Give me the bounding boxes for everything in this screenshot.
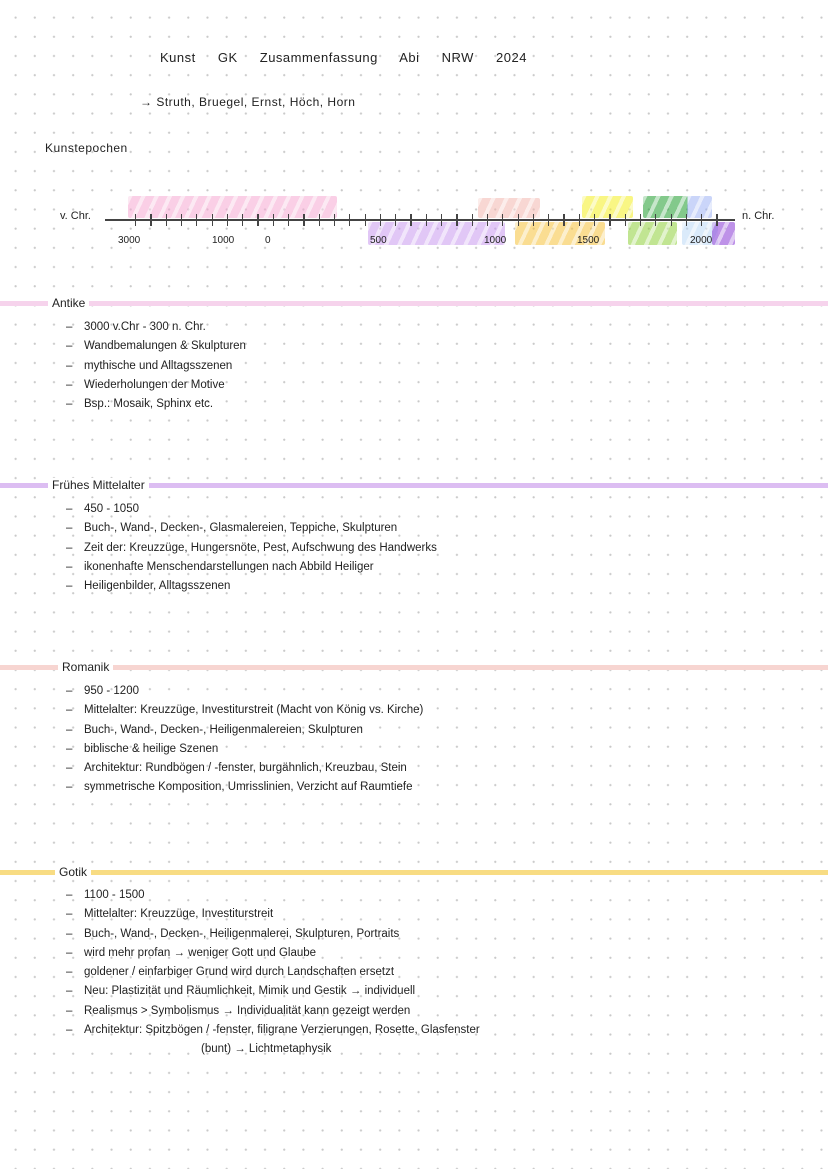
timeline-tick: [242, 214, 244, 226]
timeline-tick: [196, 214, 198, 226]
timeline-tick: [150, 214, 152, 226]
timeline-tick: [410, 214, 412, 226]
timeline-tick: [532, 214, 535, 226]
list-romanik: –950 - 1200 – Mittelalter: Kreuzzüge, Inv…: [66, 682, 423, 798]
tick-label: 1000: [212, 235, 235, 246]
list-item-continuation: (bunt) → Lichtmetaphysik: [201, 1043, 332, 1056]
list-item: – symmetrische Komposition, Umrisslinien,…: [66, 781, 413, 794]
list-item: – Architektur: Spitzbögen / -fenster, fil…: [66, 1024, 480, 1037]
tick-label: 0: [265, 235, 271, 246]
timeline-tick: [303, 214, 305, 226]
section-title-antike: Antike: [48, 296, 90, 310]
timeline-tick: [563, 214, 565, 226]
timeline-tick: [502, 214, 504, 226]
timeline-tick: [165, 214, 167, 226]
epoch-realismus: [682, 222, 718, 245]
timeline-tick: [257, 214, 259, 226]
timeline-tick: [395, 214, 397, 226]
timeline-tick: [578, 214, 580, 226]
epoch-renaissance: [582, 196, 633, 218]
section-band-antike: [0, 301, 828, 306]
list-item: – mythische und Alltagsszenen: [66, 359, 233, 372]
timeline-tick: [655, 214, 657, 226]
timeline-tick: [272, 214, 274, 226]
tick-label: 500: [370, 235, 387, 246]
list-fruehes-mittelalter: –450 - 1050 – Buch-, Wand-, Decken-, Glas…: [66, 500, 437, 596]
timeline-tick: [180, 214, 183, 226]
timeline-tick: [471, 214, 473, 226]
timeline-right-label: n. Chr.: [742, 210, 775, 222]
timeline-tick: [594, 214, 596, 226]
timeline-left-label: v. Chr.: [60, 210, 91, 222]
timeline-tick: [364, 214, 366, 226]
timeline-tick: [685, 214, 688, 226]
list-item: – Architektur: Rundbögen / -fenster, burg…: [66, 762, 407, 775]
list-item: –950 - 1200: [66, 685, 139, 697]
timeline-axis: [105, 219, 735, 221]
list-item: – Neu: Plastizität und Räumlichkeit, Mimi…: [66, 985, 416, 998]
timeline-tick: [639, 214, 642, 226]
list-item: – Mittelalter: Kreuzzüge, Investiturstrei…: [66, 704, 424, 717]
list-item: – Buch-, Wand-, Decken-, Glasmalereien, T…: [66, 522, 398, 535]
timeline-tick: [517, 214, 519, 226]
timeline-tick: [701, 214, 703, 226]
list-item: –1100 - 1500: [66, 889, 145, 901]
timeline-tick: [211, 214, 213, 226]
list-item: – Mittelalter: Kreuzzüge, Investiturstrei…: [66, 908, 274, 921]
timeline-tick: [135, 214, 137, 226]
epoch-fruehes-mittelalter: [368, 222, 505, 245]
list-item: – Wandbemalungen & Skulpturen: [66, 340, 246, 353]
tick-label: 3000: [118, 235, 141, 246]
list-item: – Buch-, Wand-, Decken-, Heiligenmalereie…: [66, 723, 363, 736]
epoch-romanik: [478, 198, 540, 218]
epoch-antike: [128, 196, 337, 218]
tick-label: 1000: [484, 235, 507, 246]
timeline-tick: [288, 214, 290, 226]
timeline-tick: [716, 214, 718, 226]
timeline-tick: [226, 214, 229, 226]
list-antike: –3000 v.Chr - 300 n. Chr. – Wandbemalunge…: [66, 318, 246, 414]
page-title: Kunst GK Zusammenfassung Abi NRW 2024: [160, 50, 527, 65]
timeline-tick: [379, 214, 382, 226]
section-band-fruehes-mittelalter: [0, 483, 828, 488]
list-item: – goldener / einfarbiger Grund wird durch…: [66, 966, 395, 979]
timeline-tick: [670, 214, 672, 226]
timeline-tick: [441, 214, 443, 226]
list-gotik: –1100 - 1500 – Mittelalter: Kreuzzüge, In…: [66, 886, 480, 1060]
timeline-tick: [624, 214, 626, 226]
list-item: – Bsp.: Mosaik, Sphinx etc.: [66, 398, 214, 411]
tick-label: 1500: [577, 235, 600, 246]
epoch-romantik: [687, 196, 712, 218]
tick-label: 2000: [690, 235, 713, 246]
section-title-romanik: Romanik: [58, 660, 114, 674]
epoch-barock: [643, 196, 688, 218]
epoch-gotik: [515, 222, 605, 245]
section-band-gotik: [0, 870, 828, 875]
timeline-tick: [425, 214, 427, 226]
list-item: – Realismus > Symbolismus → Individualitä…: [66, 1004, 411, 1017]
section-band-romanik: [0, 665, 828, 670]
list-item: – wird mehr profan → weniger Gott und Gla…: [66, 946, 317, 959]
section-title-gotik: Gotik: [55, 865, 92, 879]
list-item: – biblische & heilige Szenen: [66, 742, 219, 755]
timeline-tick: [548, 214, 550, 226]
timeline-tick: [333, 214, 336, 226]
section-title-fruehes-mittelalter: Frühes Mittelalter: [48, 478, 149, 492]
timeline-tick: [486, 214, 489, 226]
epoch-klassizismus: [628, 222, 677, 245]
list-item: – Buch-, Wand-, Decken-, Heiligenmalerei,…: [66, 927, 400, 940]
timeline-tick: [609, 214, 611, 226]
timeline-tick: [456, 214, 458, 226]
timeline-tick: [318, 214, 320, 226]
epoch-moderne: [712, 222, 735, 245]
list-item: –3000 v.Chr - 300 n. Chr.: [66, 321, 206, 333]
section-heading: Kunstepochen: [45, 141, 128, 155]
list-item: – ikonenhafte Menschendarstellungen nach …: [66, 560, 374, 573]
timeline-tick: [349, 214, 351, 226]
list-item: –450 - 1050: [66, 503, 139, 515]
artists-list: → Struth, Bruegel, Ernst, Höch, Horn: [140, 95, 356, 109]
list-item: – Zeit der: Kreuzzüge, Hungersnöte, Pest,…: [66, 541, 437, 554]
list-item: – Heiligenbilder, Alltagsszenen: [66, 580, 231, 593]
list-item: – Wiederholungen der Motive: [66, 378, 225, 391]
